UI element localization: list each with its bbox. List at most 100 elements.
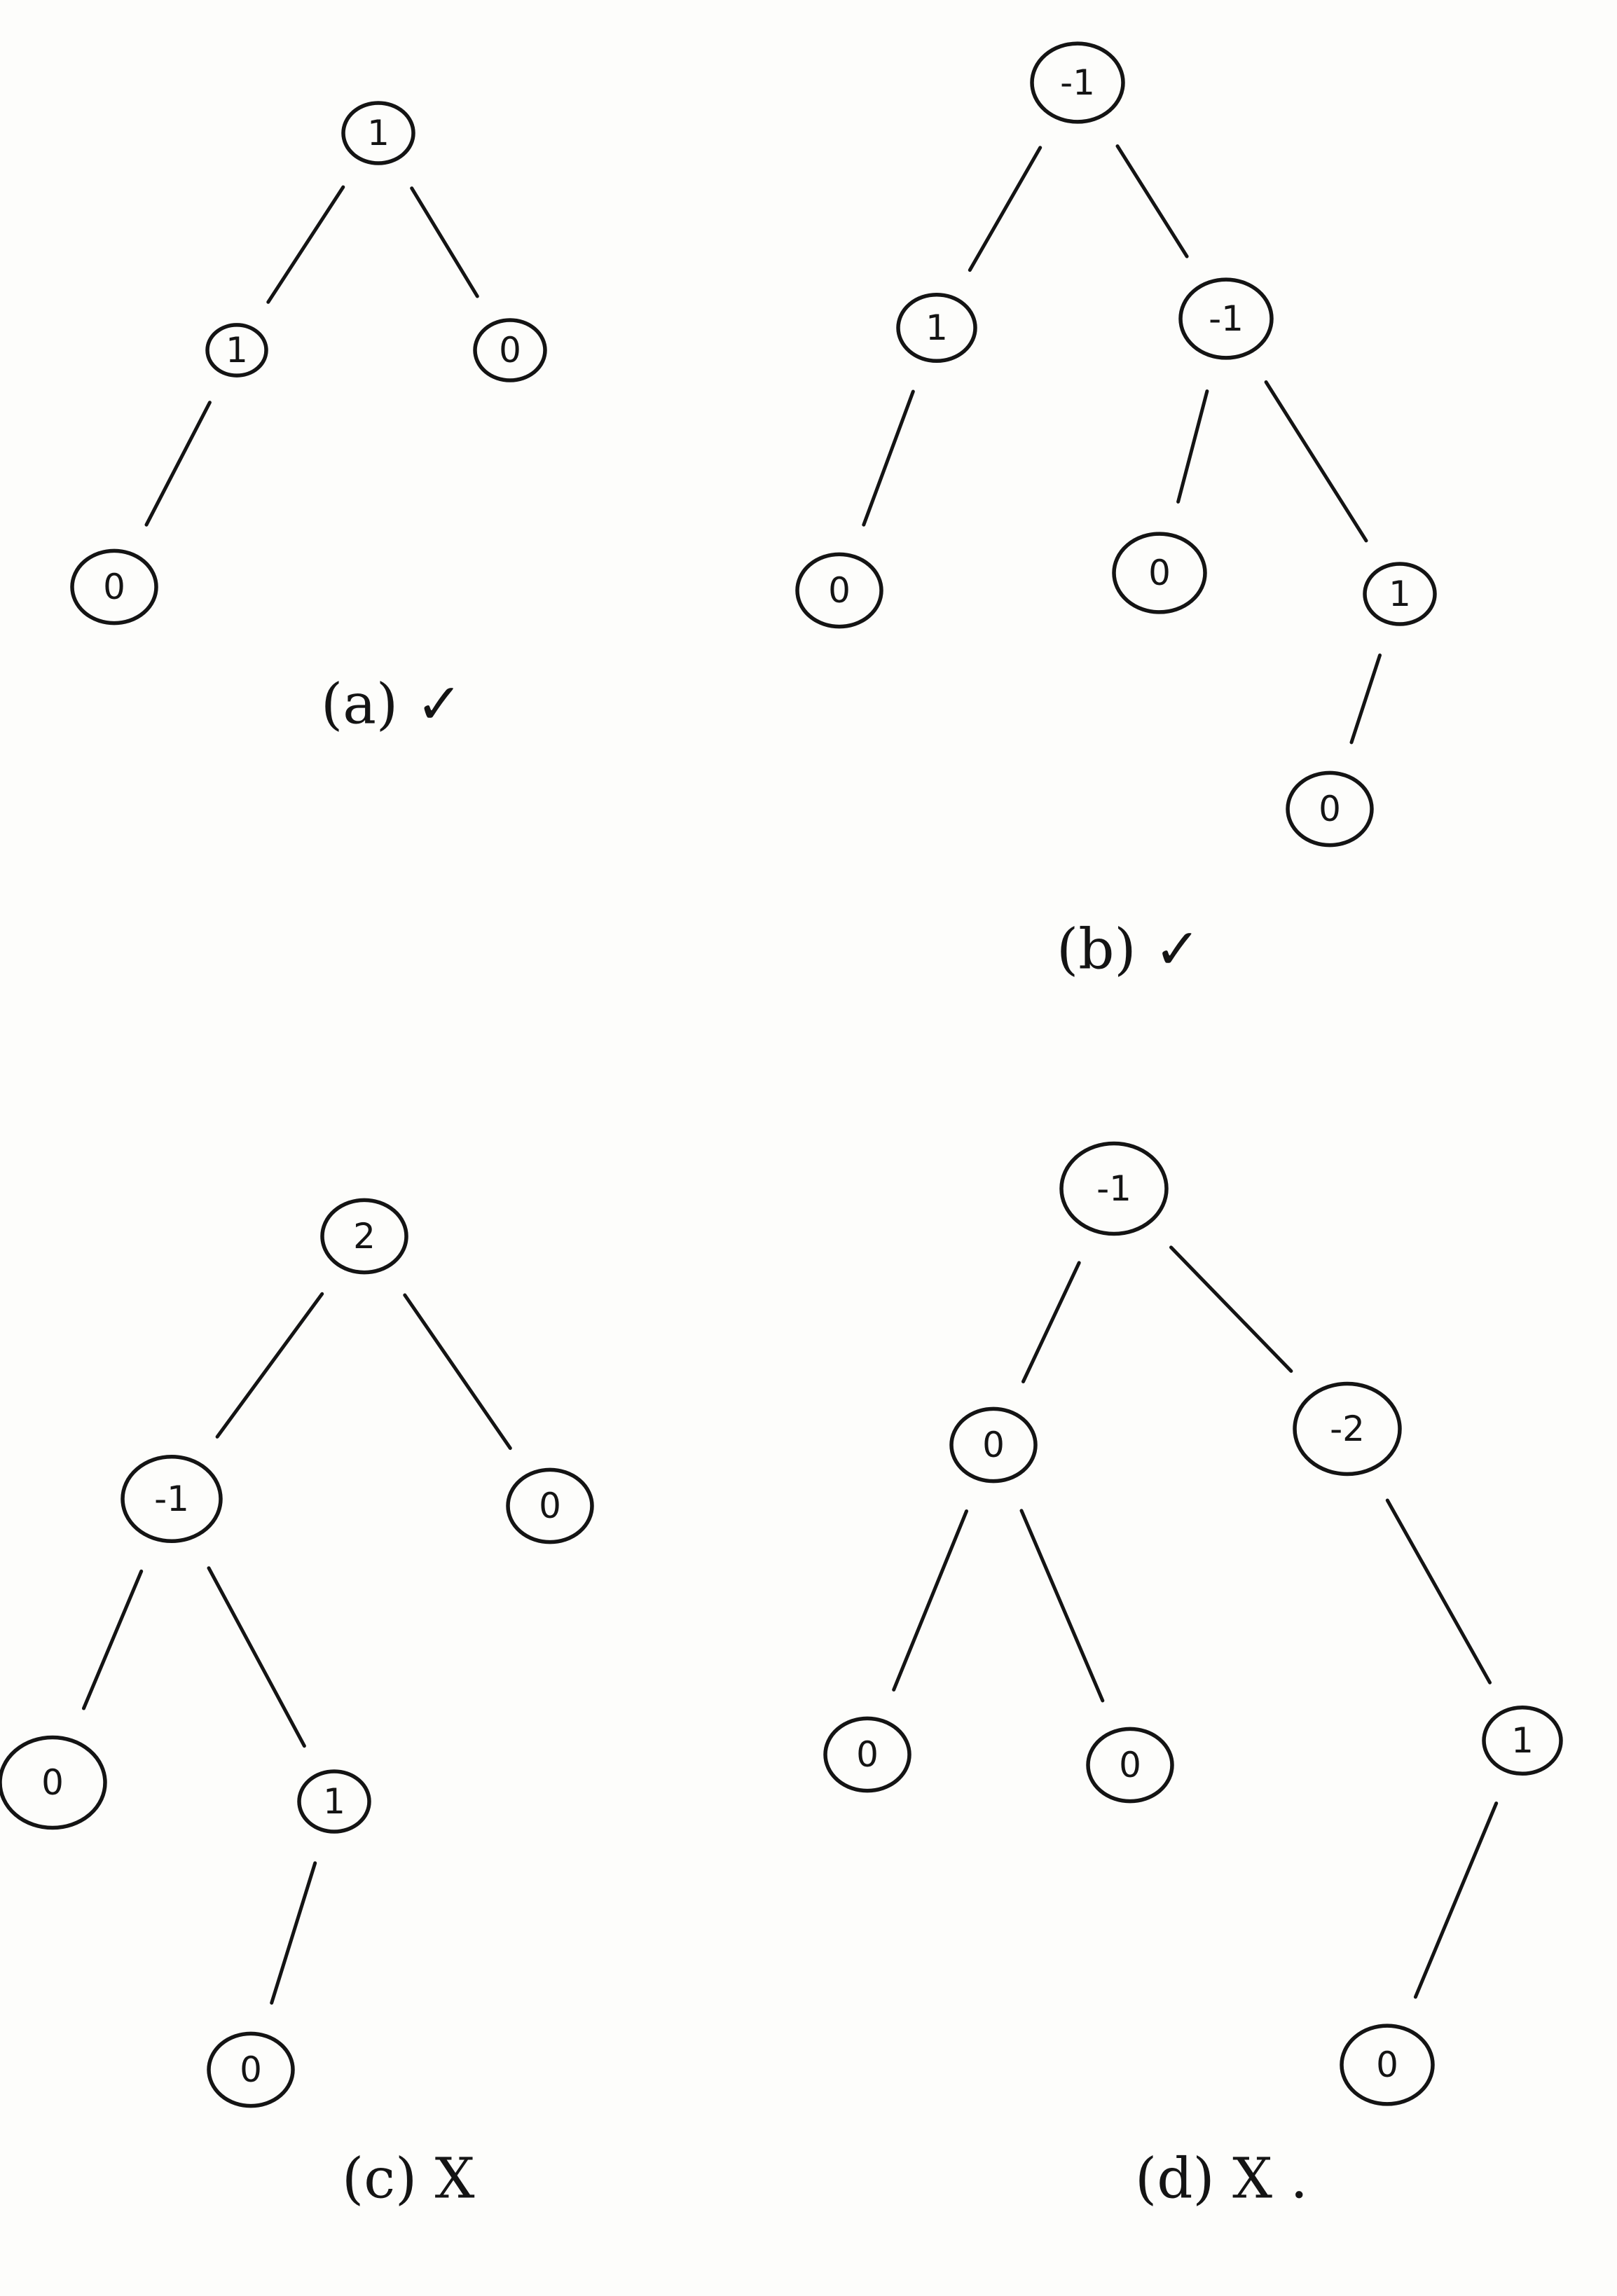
tree-edge-c-3: [207, 1566, 306, 1748]
tree-node-c-r: 0: [506, 1467, 594, 1544]
tree-node-a-l: 1: [205, 323, 268, 378]
diagram-caption-b: (b) ✓: [1057, 917, 1201, 982]
node-circle: [1086, 1727, 1174, 1804]
edges-layer: [82, 144, 1499, 2005]
node-circle: [896, 292, 977, 364]
diagram-caption-c: (c) X: [342, 2146, 475, 2211]
node-label: 2: [353, 1216, 376, 1257]
node-label: 1: [1511, 1720, 1534, 1761]
node-circle: [207, 2031, 295, 2108]
diagram-caption-d: (d) X .: [1135, 2146, 1308, 2211]
tree-edge-d-5: [1413, 1801, 1499, 1999]
tree-node-b-rr: 1: [1363, 562, 1437, 626]
tree-edge-b-0: [968, 146, 1043, 272]
diagram-caption-a: (a) ✓: [321, 672, 463, 737]
node-circle: [320, 1198, 408, 1275]
node-circle: [1482, 1705, 1563, 1776]
tree-node-b-ll: 0: [795, 552, 883, 629]
tree-edge-d-4: [1385, 1498, 1492, 1685]
node-circle: [823, 1716, 911, 1793]
tree-node-c-lr: 1: [297, 1769, 371, 1834]
node-circle: [473, 318, 547, 382]
node-circle: [1293, 1381, 1402, 1477]
captions-layer: (a) ✓ (b) ✓ (c) X (d) X .: [321, 672, 1308, 2211]
node-circle: [1178, 277, 1274, 360]
node-label: 0: [41, 1762, 64, 1803]
node-label: 0: [1319, 789, 1341, 829]
node-circle: [1340, 2024, 1435, 2106]
tree-node-d-rrl: 0: [1340, 2024, 1435, 2106]
node-label: -2: [1330, 1409, 1365, 1449]
tree-node-d-lr: 0: [1086, 1727, 1174, 1804]
node-circle: [795, 552, 883, 629]
tree-edge-c-1: [403, 1293, 512, 1451]
tree-edge-c-4: [270, 1861, 317, 2005]
node-circle: [70, 548, 158, 625]
node-label: 1: [926, 307, 948, 348]
node-label: 1: [367, 113, 390, 153]
tree-node-c-ll: 0: [0, 1735, 107, 1830]
node-label: -1: [1096, 1168, 1131, 1209]
node-circle: [1363, 562, 1437, 626]
tree-node-d-ll: 0: [823, 1716, 911, 1793]
tree-edge-a-1: [410, 186, 479, 298]
node-circle: [121, 1455, 223, 1543]
node-label: 0: [982, 1425, 1005, 1465]
node-label: -1: [1209, 298, 1244, 339]
node-label: -1: [154, 1479, 189, 1519]
tree-node-d-root: -1: [1059, 1141, 1169, 1236]
tree-edge-b-4: [1264, 380, 1368, 543]
node-label: 0: [1376, 2045, 1398, 2085]
tree-edge-a-2: [144, 401, 212, 527]
node-label: 0: [828, 570, 851, 611]
tree-edge-c-0: [215, 1292, 324, 1439]
tree-node-b-r: -1: [1178, 277, 1274, 360]
tree-edge-d-0: [1021, 1261, 1081, 1383]
node-circle: [1112, 532, 1207, 614]
tree-node-a-ll: 0: [70, 548, 158, 625]
tree-node-d-l: 0: [949, 1406, 1038, 1484]
node-circle: [506, 1467, 594, 1544]
tree-node-d-r: -2: [1293, 1381, 1402, 1477]
node-circle: [205, 323, 268, 378]
tree-node-a-root: 1: [341, 101, 415, 165]
node-label: 0: [103, 567, 125, 607]
node-circle: [1030, 41, 1125, 124]
tree-node-b-root: -1: [1030, 41, 1125, 124]
tree-edge-d-3: [1019, 1509, 1105, 1703]
nodes-layer: 1 1 0 0 -1 1 -1 0 0 1 0 2 -1 0 0 1 0 -1 0 -2 0 0 1 0: [0, 41, 1563, 2108]
tree-node-c-lrl: 0: [207, 2031, 295, 2108]
tree-edge-b-1: [1115, 144, 1189, 258]
node-circle: [341, 101, 415, 165]
tree-node-a-r: 0: [473, 318, 547, 382]
node-label: -1: [1060, 62, 1095, 103]
tree-node-d-rr: 1: [1482, 1705, 1563, 1776]
tree-edge-a-0: [266, 185, 345, 304]
tree-node-b-rrl: 0: [1286, 770, 1374, 848]
node-label: 0: [539, 1486, 561, 1526]
tree-node-b-l: 1: [896, 292, 977, 364]
node-circle: [1059, 1141, 1169, 1236]
tree-edge-b-3: [1176, 389, 1209, 504]
node-label: 1: [323, 1781, 345, 1822]
tree-edge-d-2: [892, 1509, 968, 1692]
tree-edge-b-5: [1349, 653, 1382, 745]
node-circle: [949, 1406, 1038, 1484]
node-label: 1: [226, 330, 248, 371]
node-circle: [1286, 770, 1374, 848]
tree-edge-b-2: [862, 389, 915, 527]
node-label: 0: [240, 2049, 262, 2090]
tree-node-b-rl: 0: [1112, 532, 1207, 614]
node-label: 0: [499, 330, 521, 371]
tree-node-c-l: -1: [121, 1455, 223, 1543]
node-label: 0: [856, 1734, 879, 1775]
tree-node-c-root: 2: [320, 1198, 408, 1275]
tree-edge-c-2: [82, 1569, 144, 1710]
node-circle: [0, 1735, 107, 1830]
node-circle: [297, 1769, 371, 1834]
node-label: 0: [1119, 1745, 1141, 1785]
node-label: 0: [1148, 553, 1171, 593]
tree-edge-d-1: [1169, 1245, 1293, 1373]
node-label: 1: [1389, 574, 1411, 614]
